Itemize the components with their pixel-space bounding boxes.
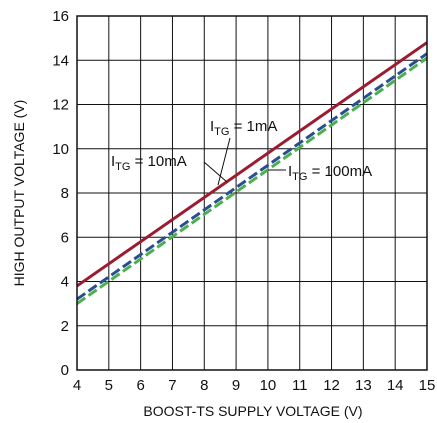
x-tick-label: 13 [355,377,372,394]
x-tick-label: 14 [387,377,404,394]
label-series-1mA: ITG = 1mA [210,118,277,138]
y-tick-label: 2 [61,318,69,335]
y-tick-label: 6 [61,229,69,246]
x-axis-title: BOOST-TS SUPPLY VOLTAGE (V) [143,403,362,419]
x-tick-label: 7 [168,377,176,394]
y-tick-label: 16 [52,8,69,25]
y-tick-label: 14 [52,52,69,69]
grid [76,15,428,371]
x-tick-labels: 4 5 6 7 8 9 10 11 12 13 14 15 [73,377,436,394]
y-tick-label: 10 [52,141,69,158]
x-tick-label: 11 [292,377,308,394]
x-tick-label: 15 [419,377,436,394]
y-tick-labels: 0 2 4 6 8 10 12 14 16 [52,8,69,379]
series-line-0 [76,41,428,288]
series-line-2 [76,56,428,305]
y-axis-title: HIGH OUTPUT VOLTAGE (V) [11,100,27,287]
label-series-10mA: ITG = 10mA [111,153,187,173]
y-tick-label: 0 [61,362,69,379]
y-tick-label: 12 [52,97,69,114]
series-line-1 [76,52,428,301]
label-series-100mA: ITG = 100mA [288,163,372,183]
leader-line-10mA [203,161,228,183]
x-tick-label: 4 [73,377,81,394]
plot-frame [76,15,428,371]
y-tick-label: 4 [61,274,69,291]
series-lines [76,41,428,305]
x-tick-label: 5 [105,377,113,394]
x-tick-label: 12 [323,377,340,394]
x-tick-label: 6 [136,377,144,394]
x-tick-label: 10 [260,377,277,394]
leader-line-1mA [217,137,231,186]
plot-border [76,15,428,371]
x-tick-label: 9 [232,377,240,394]
x-tick-label: 8 [200,377,208,394]
y-tick-label: 8 [61,185,69,202]
